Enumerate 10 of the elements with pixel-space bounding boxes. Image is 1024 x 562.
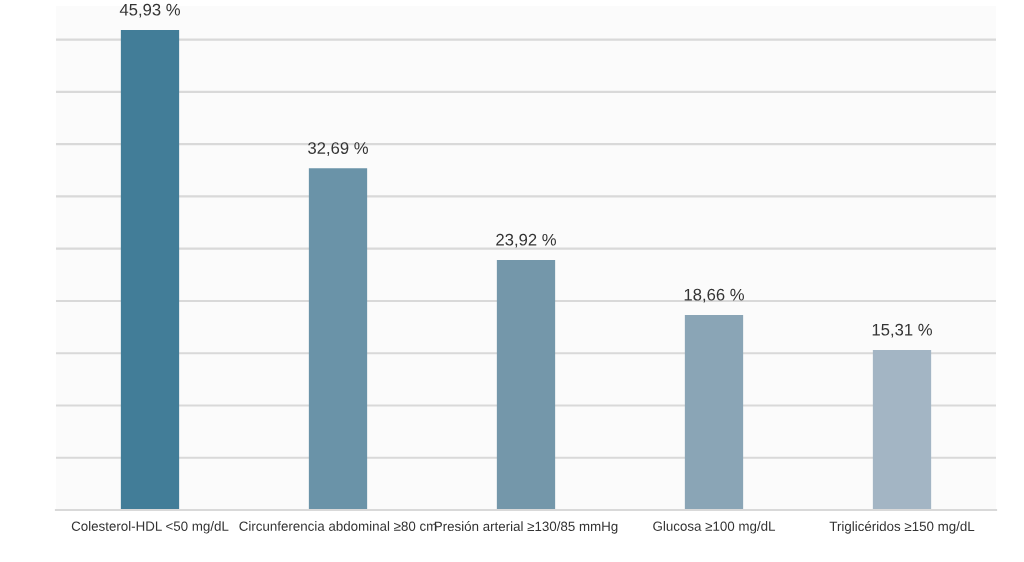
data-label: 15,31 % xyxy=(872,323,932,338)
bar xyxy=(872,350,932,510)
bar xyxy=(496,260,556,510)
data-label: 32,69 % xyxy=(308,142,368,156)
data-label: 45,93 % xyxy=(119,3,180,18)
data-label: 18,66 % xyxy=(684,288,744,303)
bar xyxy=(120,30,180,510)
data-label: 23,92 % xyxy=(496,233,556,248)
bar xyxy=(684,314,744,510)
bar xyxy=(308,168,368,510)
